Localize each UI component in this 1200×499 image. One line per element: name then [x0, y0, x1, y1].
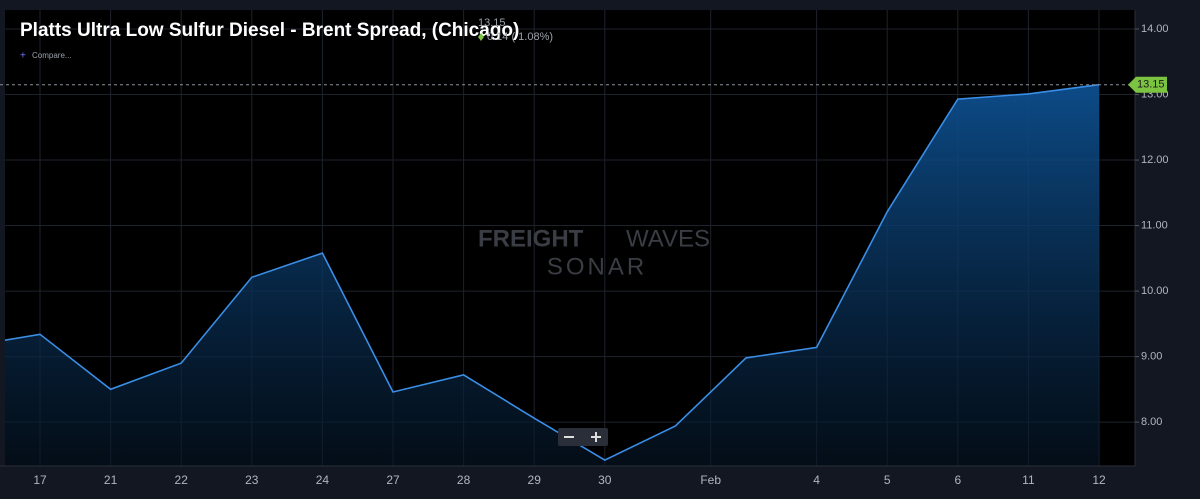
x-tick-label: 22	[175, 473, 189, 487]
x-tick-label: 24	[316, 473, 330, 487]
x-tick-label: 29	[528, 473, 542, 487]
x-tick-label: 21	[104, 473, 118, 487]
x-tick-label: 23	[245, 473, 259, 487]
zoom-out[interactable]	[564, 436, 574, 438]
watermark-brand: WAVES	[626, 225, 710, 252]
zoom-in[interactable]	[591, 432, 601, 442]
last-value-label: 13.15	[1137, 79, 1165, 91]
x-tick-label: 30	[598, 473, 612, 487]
x-tick-label: 5	[884, 473, 891, 487]
x-tick-label: 11	[1022, 473, 1035, 487]
y-tick-label: 11.00	[1141, 219, 1168, 231]
y-tick-label: 10.00	[1141, 285, 1169, 297]
x-tick-label: 12	[1092, 473, 1106, 487]
last-value-badge	[1128, 76, 1167, 93]
x-tick-label: 27	[386, 473, 400, 487]
x-tick-label: 17	[33, 473, 47, 487]
up-icon	[478, 33, 484, 41]
watermark-brand: FREIGHT	[478, 225, 584, 252]
area-fill	[5, 84, 1099, 466]
line	[5, 83, 1100, 462]
zoom-controls	[558, 428, 608, 446]
y-tick-label: 9.00	[1141, 350, 1162, 362]
compare-icon[interactable]: +	[20, 51, 26, 62]
x-tick-label: Feb	[700, 473, 721, 487]
watermark: FREIGHT WAVES SONAR	[478, 225, 710, 280]
chart-title: Platts Ultra Low Sulfur Diesel - Brent S…	[20, 20, 519, 41]
change: 0.14 ( 1.08%)	[487, 31, 553, 43]
y-tick-label: 12.00	[1141, 154, 1169, 166]
last-value: 13.15	[478, 17, 506, 29]
y-tick-label: 14.00	[1141, 23, 1169, 35]
y-tick-label: 8.00	[1141, 416, 1162, 428]
compare-button[interactable]: Compare...	[32, 51, 72, 60]
watermark-product: SONAR	[547, 253, 647, 280]
x-tick-label: 4	[813, 473, 820, 487]
x-tick-label: 28	[457, 473, 471, 487]
x-tick-label: 6	[954, 473, 961, 487]
